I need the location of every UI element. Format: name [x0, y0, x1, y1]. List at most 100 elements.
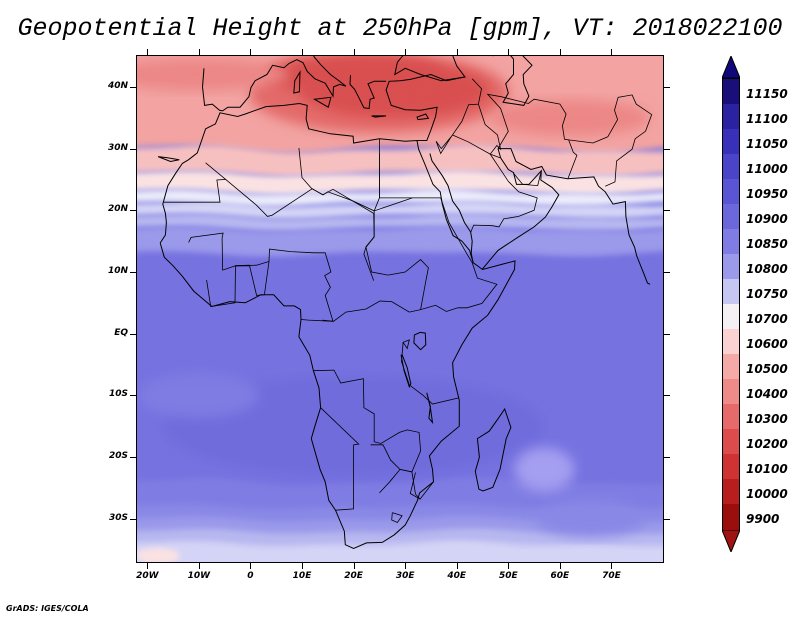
colorbar-label-11150: 11150	[746, 86, 788, 101]
lon-tick-top	[250, 49, 252, 55]
colorbar-label-9900: 9900	[746, 511, 780, 526]
lon-tick-top	[405, 49, 407, 55]
lat-label-40n: 40N	[107, 80, 128, 91]
lon-label-60e: 60E	[550, 571, 570, 581]
ocean-swirl-south	[535, 500, 646, 537]
lat-label-20n: 20N	[107, 204, 128, 215]
colorbar-label-11050: 11050	[746, 136, 788, 151]
lon-label-40e: 40E	[447, 571, 467, 581]
lon-label-10e: 10E	[292, 571, 312, 581]
lon-label-10w: 10W	[187, 571, 211, 581]
lat-tick-right	[664, 148, 670, 150]
africa-coastline	[159, 102, 516, 549]
colorbar-segment-11050	[723, 129, 739, 155]
lon-tick-bottom	[147, 563, 149, 569]
lat-tick-left	[130, 271, 136, 273]
border-sa-north	[379, 468, 421, 500]
lon-label-0: 0	[247, 571, 254, 581]
crete	[371, 115, 387, 118]
lon-tick-top	[147, 49, 149, 55]
lon-tick-bottom	[405, 563, 407, 569]
grads-credit: GrADS: IGES/COLA	[6, 604, 89, 613]
colorbar-segment-10950	[723, 179, 739, 205]
colorbar-label-10700: 10700	[746, 311, 788, 326]
lon-tick-bottom	[302, 563, 304, 569]
lon-tick-top	[611, 49, 613, 55]
lat-label-20s: 20S	[108, 451, 128, 462]
colorbar-segment-10600	[723, 329, 739, 355]
lon-tick-top	[353, 49, 355, 55]
sw-warm-patch	[137, 547, 180, 562]
lon-tick-top	[508, 49, 510, 55]
lat-tick-right	[664, 395, 670, 397]
colorbar-label-10800: 10800	[746, 261, 788, 276]
colorbar-segment-11150	[723, 79, 739, 105]
levant-turkey-coast	[385, 73, 465, 141]
lat-tick-right	[664, 333, 670, 335]
lat-tick-left	[130, 395, 136, 397]
colorbar-label-10950: 10950	[746, 186, 788, 201]
colorbar	[722, 78, 740, 530]
border-arabia	[470, 103, 538, 233]
colorbar-label-10500: 10500	[746, 361, 788, 376]
colorbar-segment-10100	[723, 454, 739, 480]
chart-title: Geopotential Height at 250hPa [gpm], VT:…	[17, 14, 783, 43]
colorbar-segment-10750	[723, 279, 739, 305]
lon-label-30e: 30E	[395, 571, 415, 581]
italy-coast	[288, 56, 347, 98]
lat-tick-left	[130, 210, 136, 212]
border-southern-central	[313, 369, 422, 473]
coastlines-and-borders	[157, 56, 653, 549]
colorbar-label-10300: 10300	[746, 411, 788, 426]
colorbar-segment-10800	[723, 254, 739, 280]
colorbar-label-10900: 10900	[746, 211, 788, 226]
border-afghan-pak	[568, 94, 653, 187]
lon-label-70e: 70E	[602, 571, 621, 581]
border-sudan-ethiopia	[365, 197, 498, 312]
lake-malawi	[426, 392, 434, 425]
black-sea	[394, 56, 466, 82]
band-10800	[137, 201, 663, 220]
lat-tick-left	[130, 148, 136, 150]
border-namibia	[320, 407, 360, 511]
colorbar-label-10100: 10100	[746, 461, 788, 476]
lon-tick-top	[559, 49, 561, 55]
lon-tick-bottom	[559, 563, 561, 569]
colorbar-segment-10500	[723, 354, 739, 380]
lat-tick-right	[664, 271, 670, 273]
blue-west-lobe	[138, 373, 259, 418]
border-central-line	[300, 300, 421, 322]
colorbar-segment-10700	[723, 304, 739, 330]
lon-label-20w: 20W	[136, 571, 159, 581]
iran-india-coast	[498, 148, 651, 285]
colorbar-segment-9900	[723, 504, 739, 530]
colorbar-segment-10200	[723, 429, 739, 455]
lon-tick-bottom	[508, 563, 510, 569]
border-gulf	[513, 170, 542, 187]
map-plot-area	[136, 55, 664, 563]
lon-label-50e: 50E	[498, 571, 518, 581]
madagascar-coastline	[474, 407, 512, 492]
border-mauritania-north	[163, 162, 227, 203]
colorbar-segment-11000	[723, 154, 739, 180]
lat-tick-right	[664, 518, 670, 520]
colorbar-label-11000: 11000	[746, 161, 788, 176]
lake-victoria	[413, 331, 427, 351]
lon-tick-bottom	[611, 563, 613, 569]
lon-tick-bottom	[198, 563, 200, 569]
colorbar-label-10850: 10850	[746, 236, 788, 251]
lat-label-eq: EQ	[114, 327, 128, 338]
border-east-africa	[401, 339, 459, 405]
canary-islands	[157, 156, 180, 163]
greece-coast	[349, 75, 387, 110]
lat-tick-left	[130, 333, 136, 335]
colorbar-label-10750: 10750	[746, 286, 788, 301]
lon-tick-bottom	[250, 563, 252, 569]
lon-label-20e: 20E	[344, 571, 363, 581]
map-svg	[137, 56, 663, 562]
iberia-coast	[201, 63, 290, 112]
border-egypt	[379, 138, 441, 199]
colorbar-segment-10850	[723, 229, 739, 255]
colorbar-top-arrow	[721, 54, 741, 79]
lat-tick-right	[664, 210, 670, 212]
